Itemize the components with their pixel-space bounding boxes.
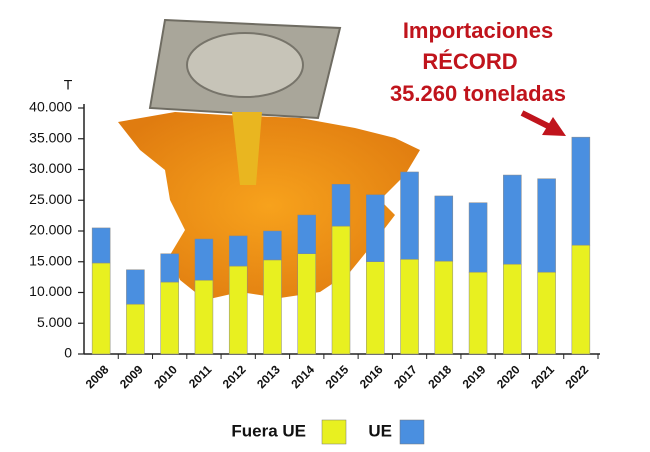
- y-tick-label: 5.000: [37, 314, 72, 330]
- x-tick-label: 2008: [83, 362, 112, 391]
- y-tick-label: 20.000: [29, 222, 72, 238]
- annotation-arrowhead: [542, 117, 566, 136]
- x-tick-label: 2020: [494, 362, 523, 391]
- bar-segment: [434, 195, 454, 262]
- drain-grate: [186, 32, 304, 98]
- y-tick-label: 0: [64, 345, 72, 361]
- bar-segment: [297, 214, 316, 255]
- y-tick-label: 25.000: [29, 191, 72, 207]
- oil-stream: [232, 112, 262, 185]
- x-tick-label: 2017: [391, 362, 420, 391]
- x-tick-label: 2019: [460, 362, 489, 391]
- bar-segment: [194, 238, 214, 281]
- annotation-arrow: [520, 110, 554, 131]
- bar-segment: [126, 303, 145, 355]
- x-tick-label: 2011: [186, 362, 215, 391]
- x-tick-label: 2012: [220, 362, 249, 391]
- bar-segment: [468, 271, 488, 355]
- bar-segment: [228, 265, 248, 355]
- y-tick-label: 35.000: [29, 129, 72, 145]
- bar-segment: [468, 202, 488, 273]
- bar-segment: [91, 227, 111, 264]
- bar-segment: [228, 235, 248, 267]
- y-axis-label: T: [64, 77, 73, 93]
- bar-segment: [571, 136, 591, 246]
- bar-segment: [537, 271, 556, 355]
- bar-segment: [194, 279, 214, 355]
- annotation: 35.260 toneladas: [390, 81, 566, 106]
- legend-label: Fuera UE: [231, 421, 306, 440]
- y-tick-label: 15.000: [29, 252, 72, 268]
- x-tick-label: 2016: [357, 362, 386, 391]
- annotation: Importaciones: [403, 18, 553, 43]
- x-tick-label: 2010: [151, 362, 180, 391]
- bar-segment: [297, 253, 316, 355]
- x-tick-label: 2009: [117, 362, 146, 391]
- x-tick-label: 2018: [425, 362, 454, 391]
- bar-segment: [331, 184, 351, 227]
- bar-segment: [263, 259, 282, 355]
- x-tick-label: 2021: [528, 362, 557, 391]
- bar-segment: [400, 171, 419, 260]
- legend-swatch: [321, 419, 347, 445]
- bar-segment: [91, 262, 111, 355]
- bar-segment: [400, 259, 419, 355]
- y-tick-label: 30.000: [29, 160, 72, 176]
- annotation: RÉCORD: [422, 49, 517, 74]
- bar-segment: [366, 261, 385, 355]
- bar-segment: [263, 230, 282, 261]
- x-tick-label: 2022: [562, 362, 591, 391]
- y-tick-label: 10.000: [29, 283, 72, 299]
- x-tick-label: 2015: [323, 362, 352, 391]
- x-tick-label: 2013: [254, 362, 283, 391]
- bar-segment: [160, 281, 179, 355]
- legend-swatch: [399, 419, 425, 445]
- bar-segment: [503, 174, 522, 265]
- x-tick-label: 2014: [288, 362, 317, 391]
- y-tick-label: 40.000: [29, 99, 72, 115]
- bar-segment: [434, 260, 454, 355]
- bar-segment: [366, 194, 385, 262]
- bar-segment: [503, 263, 522, 355]
- bar-segment: [160, 253, 179, 283]
- bar-segment: [571, 244, 591, 355]
- bar-segment: [537, 178, 556, 273]
- bar-segment: [126, 269, 145, 305]
- legend-label: UE: [368, 421, 392, 440]
- bar-segment: [331, 225, 351, 355]
